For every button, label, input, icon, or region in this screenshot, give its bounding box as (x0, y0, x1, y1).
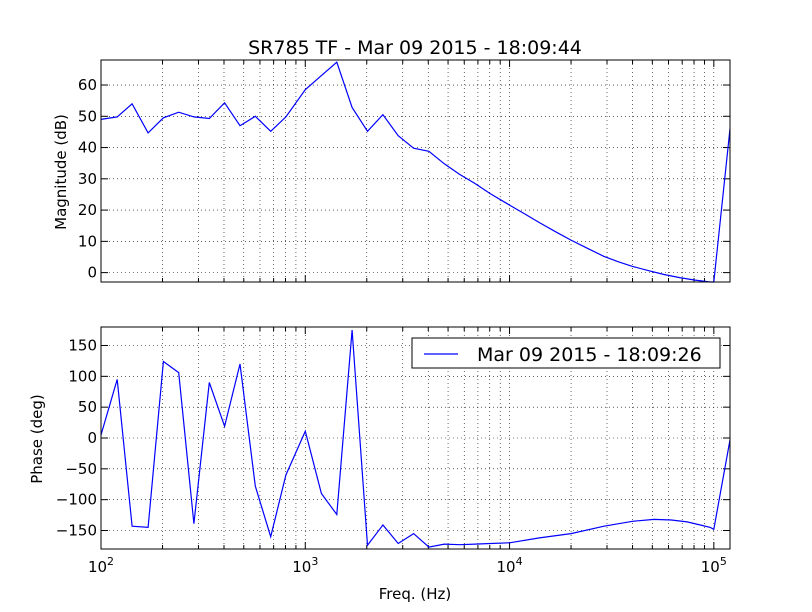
phase-series (100, 330, 731, 548)
y-tick-label: 0 (87, 264, 97, 282)
phase-y-axis-label: Phase (deg) (28, 394, 46, 484)
y-tick-label: −150 (56, 522, 97, 540)
magnitude-ticks (100, 60, 730, 282)
y-tick-label: 40 (78, 139, 97, 157)
y-tick-label: −100 (56, 491, 97, 509)
y-tick-label: 50 (78, 107, 97, 125)
legend: Mar 09 2015 - 18:09:26 (411, 337, 721, 369)
magnitude-series (100, 61, 731, 283)
y-tick-label: 30 (78, 170, 97, 188)
magnitude-plot-frame (100, 59, 731, 283)
magnitude-tick-labels: 0 10 20 30 40 50 60 (78, 76, 97, 282)
y-tick-label: 20 (78, 201, 97, 219)
legend-box (411, 337, 721, 369)
magnitude-panel: SR785 TF - Mar 09 2015 - 18:09:44 Magnit… (52, 37, 731, 283)
magnitude-grid (100, 60, 730, 282)
chart-title: SR785 TF - Mar 09 2015 - 18:09:44 (248, 37, 582, 59)
magnitude-y-axis-label: Magnitude (dB) (52, 114, 70, 230)
x-tick-label: 103 (292, 555, 318, 576)
x-tick-label: 105 (701, 555, 727, 576)
y-tick-label: 60 (78, 76, 97, 94)
y-tick-label: 50 (78, 398, 97, 416)
phase-panel: Phase (deg) Freq. (Hz) −150 −100 −50 0 50 100… (28, 326, 731, 603)
phase-plot-frame (100, 326, 731, 550)
y-tick-label: 10 (78, 232, 97, 250)
series-line (100, 61, 731, 283)
y-tick-label: 150 (68, 337, 97, 355)
legend-label: Mar 09 2015 - 18:09:26 (477, 344, 702, 366)
y-tick-label: −50 (65, 460, 97, 478)
y-tick-label: 0 (87, 429, 97, 447)
y-tick-label: 100 (68, 367, 97, 385)
phase-tick-labels: −150 −100 −50 0 50 100 150 102 103 104 105 (56, 337, 727, 577)
x-tick-label: 102 (88, 555, 114, 576)
series-line (100, 330, 731, 548)
x-axis-label: Freq. (Hz) (379, 585, 452, 603)
x-tick-label: 104 (497, 555, 523, 576)
